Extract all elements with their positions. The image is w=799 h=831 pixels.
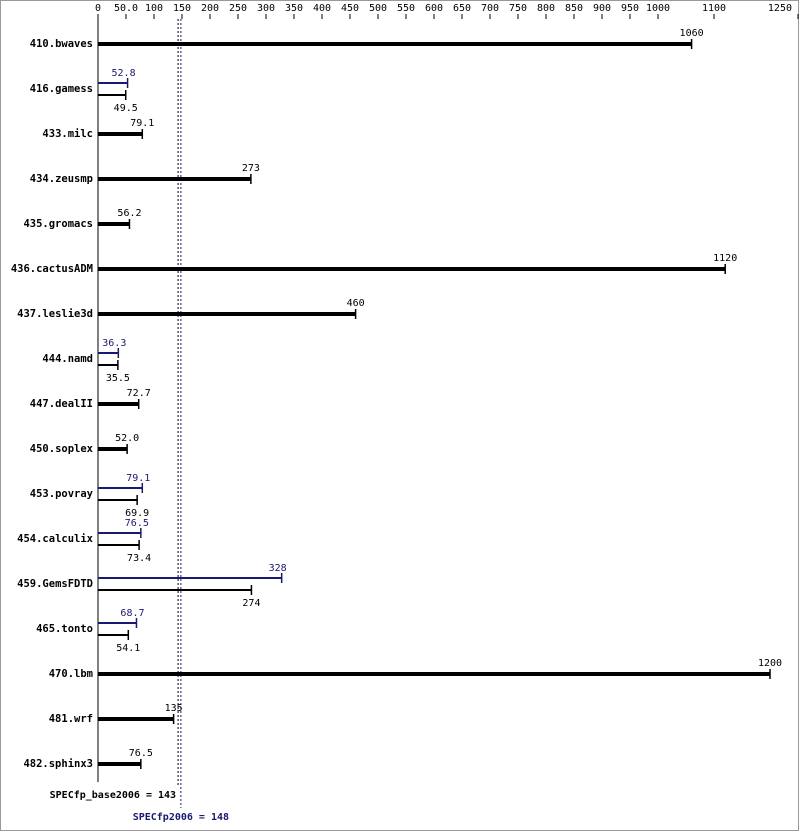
value-label: 52.8 [112,68,136,79]
category-label: 433.milc [42,128,93,140]
value-label: 79.1 [126,473,150,484]
x-tick-label: 750 [509,3,527,14]
value-label: 56.2 [117,208,141,219]
category-label: 434.zeusmp [30,173,93,185]
category-label: 481.wrf [49,713,93,725]
x-tick-label: 0 [95,3,101,14]
x-tick-label: 900 [593,3,611,14]
x-tick-label: 650 [453,3,471,14]
x-tick-label: 100 [145,3,163,14]
value-label: 1060 [680,28,704,39]
category-label: 453.povray [30,488,94,500]
x-tick-label: 850 [565,3,583,14]
x-tick-label: 550 [397,3,415,14]
x-tick-label: 500 [369,3,387,14]
x-tick-label: 800 [537,3,555,14]
value-label: 76.5 [125,518,149,529]
value-label: 73.4 [127,553,151,564]
value-label: 72.7 [127,388,151,399]
value-label: 1200 [758,658,782,669]
category-label: 454.calculix [17,533,94,545]
x-tick-label: 200 [201,3,219,14]
category-label: 437.leslie3d [17,308,93,320]
x-tick-label: 700 [481,3,499,14]
x-tick-label: 450 [341,3,359,14]
category-label: 447.dealII [30,398,93,410]
category-label: 436.cactusADM [11,263,93,275]
x-tick-label: 300 [257,3,275,14]
category-label: 459.GemsFDTD [17,578,93,590]
value-label: 328 [269,563,287,574]
x-tick-label: 1250 [768,3,792,14]
category-label: 482.sphinx3 [23,758,93,770]
category-label: 416.gamess [30,83,93,95]
x-tick-label: 1000 [646,3,670,14]
value-label: 460 [347,298,365,309]
value-label: 1120 [713,253,737,264]
value-label: 49.5 [114,103,138,114]
x-tick-label: 600 [425,3,443,14]
value-label: 35.5 [106,373,130,384]
value-label: 76.5 [129,748,153,759]
value-label: 68.7 [120,608,144,619]
x-tick-label: 350 [285,3,303,14]
x-tick-label: 150 [173,3,191,14]
value-label: 135 [165,703,183,714]
x-tick-label: 50.0 [114,3,138,14]
value-label: 52.0 [115,433,139,444]
category-label: 465.tonto [36,623,93,635]
reference-label: SPECfp2006 = 148 [133,812,229,823]
value-label: 79.1 [130,118,154,129]
value-label: 274 [242,598,260,609]
value-label: 69.9 [125,508,149,519]
category-label: 435.gromacs [23,218,93,230]
x-tick-label: 950 [621,3,639,14]
x-tick-label: 250 [229,3,247,14]
value-label: 36.3 [102,338,126,349]
x-tick-label: 1100 [702,3,726,14]
category-label: 444.namd [42,353,93,365]
value-label: 54.1 [116,643,140,654]
category-label: 410.bwaves [30,38,93,50]
category-label: 450.soplex [30,443,94,455]
reference-label: SPECfp_base2006 = 143 [50,790,176,801]
category-label: 470.lbm [49,668,93,680]
value-label: 273 [242,163,260,174]
x-tick-label: 400 [313,3,331,14]
